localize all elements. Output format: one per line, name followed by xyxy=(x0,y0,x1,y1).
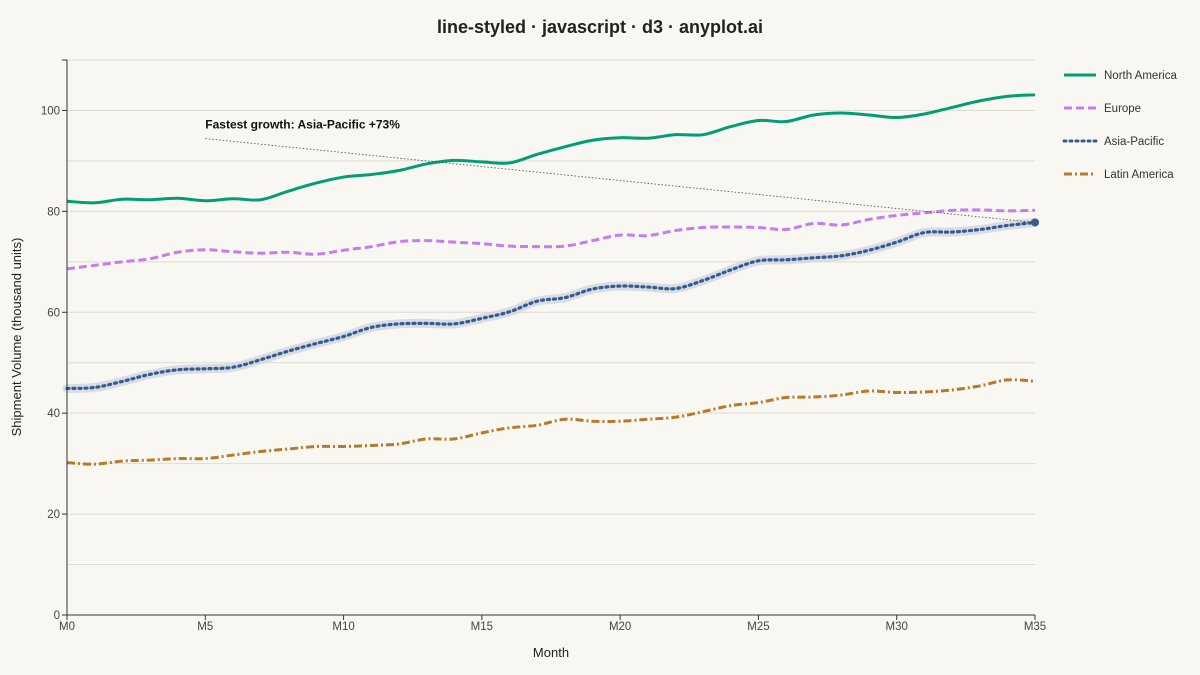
latin-america-line xyxy=(66,378,1036,466)
x-tick-label: M10 xyxy=(332,621,354,633)
series-lines xyxy=(65,93,1037,466)
y-tick-label: 80 xyxy=(47,206,60,218)
legend-label: Europe xyxy=(1104,103,1141,115)
asia-pacific-line xyxy=(65,220,1037,391)
x-tick-label: M30 xyxy=(886,621,908,633)
x-tick-label: M35 xyxy=(1024,621,1046,633)
annotations: Fastest growth: Asia-Pacific +73% xyxy=(205,118,1036,223)
x-tick-label: M25 xyxy=(747,621,769,633)
europe-line xyxy=(66,208,1036,271)
legend-label: Asia-Pacific xyxy=(1104,136,1164,148)
x-axis-label: Month xyxy=(533,645,569,660)
y-tick-label: 100 xyxy=(41,105,60,117)
north-america-line xyxy=(66,93,1036,205)
chart-title: line-styled · javascript · d3 · anyplot.… xyxy=(437,17,763,37)
x-tick-label: M0 xyxy=(59,621,75,633)
annotation-leader-line xyxy=(205,138,1036,223)
x-tick-label: M15 xyxy=(471,621,493,633)
y-tick-label: 40 xyxy=(47,408,60,420)
legend-item: Asia-Pacific xyxy=(1062,136,1164,148)
y-tick-label: 0 xyxy=(54,610,60,622)
legend-item: Europe xyxy=(1064,103,1141,115)
legend: North America Europe Asia-Pacific Latin Ame… xyxy=(1062,70,1177,181)
legend-item: North America xyxy=(1064,70,1177,82)
y-axis-label: Shipment Volume (thousand units) xyxy=(9,238,24,437)
annotation-text: Fastest growth: Asia-Pacific +73% xyxy=(205,118,400,132)
axes: 0 20 40 60 80 100 M0 M5 M10 M15 M20 M25 M30 M35 xyxy=(41,59,1046,633)
x-tick-label: M5 xyxy=(197,621,213,633)
y-tick-label: 20 xyxy=(47,509,60,521)
x-tick-label: M20 xyxy=(609,621,631,633)
legend-item: Latin America xyxy=(1064,169,1174,181)
y-tick-label: 60 xyxy=(47,307,60,319)
legend-label: North America xyxy=(1104,70,1177,82)
legend-label: Latin America xyxy=(1104,169,1174,181)
gridlines xyxy=(67,59,1035,566)
